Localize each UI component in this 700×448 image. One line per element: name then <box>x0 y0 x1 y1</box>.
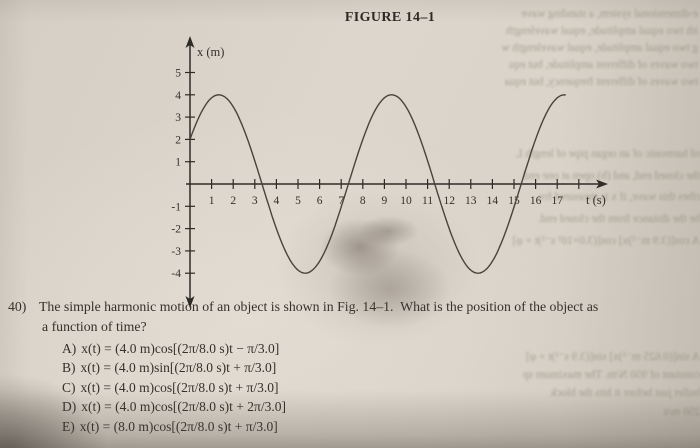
question-line-1: 40) The simple harmonic motion of an obje… <box>8 297 698 317</box>
option-formula: x(t) = (8.0 m)cos[(2π/8.0 s)t + π/3.0] <box>79 418 278 434</box>
option-label: D) <box>62 399 77 415</box>
x-tick-label: 9 <box>382 195 388 207</box>
x-axis-label: t (s) <box>586 193 606 207</box>
x-tick-label: 17 <box>551 195 563 207</box>
y-tick-label: -2 <box>171 224 181 236</box>
question-block: 40) The simple harmonic motion of an obje… <box>8 297 698 436</box>
y-axis-label: x (m) <box>197 45 224 59</box>
x-tick-label: 13 <box>465 195 477 207</box>
x-tick-label: 12 <box>443 195 455 207</box>
y-tick-label: -1 <box>171 201 181 213</box>
x-tick-label: 10 <box>400 195 412 207</box>
option-label: E) <box>62 418 75 434</box>
option-row-c: C) x(t) = (4.0 m)cos[(2π/8.0 s)t + π/3.0] <box>62 378 698 397</box>
x-tick-label: 5 <box>295 195 301 207</box>
option-label: C) <box>62 379 76 395</box>
option-label: B) <box>62 360 76 376</box>
x-tick-label: 3 <box>252 195 258 207</box>
option-row-e: E) x(t) = (8.0 m)cos[(2π/8.0 s)t + π/3.0] <box>62 417 698 436</box>
y-tick-label: 5 <box>175 68 181 80</box>
question-line-2: a function of time? <box>42 319 147 334</box>
y-tick-label: 3 <box>175 112 181 124</box>
answer-options: A) x(t) = (4.0 m)cos[(2π/8.0 s)t − π/3.0]… <box>62 339 698 436</box>
question-number: 40) <box>8 299 27 314</box>
option-formula: x(t) = (4.0 m)cos[(2π/8.0 s)t + 2π/3.0] <box>81 399 286 415</box>
option-label: A) <box>62 341 77 356</box>
y-tick-label: 2 <box>175 134 181 146</box>
option-formula: x(t) = (4.0 m)cos[(2π/8.0 s)t − π/3.0] <box>81 341 280 356</box>
shm-position-time-graph: 1 2 3 4 5 6 7 8 9 10 11 12 13 14 15 16 1754321-1-2-3-4t … <box>171 36 608 308</box>
x-tick-label: 6 <box>317 195 323 207</box>
y-tick-label: 4 <box>175 90 181 102</box>
option-row-a: A) x(t) = (4.0 m)cos[(2π/8.0 s)t − π/3.0] <box>62 339 698 358</box>
figure-title: FIGURE 14–1 <box>344 10 436 25</box>
question-text: The simple harmonic motion of an object … <box>39 299 599 314</box>
y-tick-label: 1 <box>175 157 181 169</box>
option-formula: x(t) = (4.0 m)cos[(2π/8.0 s)t + π/3.0] <box>80 379 279 395</box>
x-tick-label: 16 <box>530 195 542 207</box>
option-formula: x(t) = (4.0 m)sin[(2π/8.0 s)t + π/3.0] <box>80 360 277 376</box>
option-row-b: B) x(t) = (4.0 m)sin[(2π/8.0 s)t + π/3.0] <box>62 358 698 377</box>
x-tick-label: 14 <box>487 195 499 207</box>
y-tick-label: -3 <box>171 246 181 258</box>
x-tick-label: 4 <box>274 195 280 207</box>
y-tick-label: -4 <box>171 268 181 280</box>
x-tick-label: 11 <box>422 195 433 207</box>
x-tick-label: 2 <box>230 195 236 207</box>
x-tick-label: 1 <box>209 195 215 207</box>
x-tick-label: 8 <box>360 195 366 207</box>
option-row-d: D) x(t) = (4.0 m)cos[(2π/8.0 s)t + 2π/3.0… <box>62 397 698 416</box>
